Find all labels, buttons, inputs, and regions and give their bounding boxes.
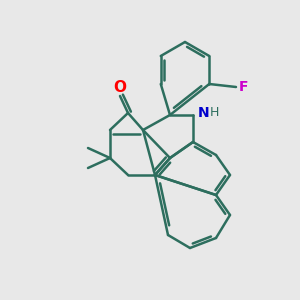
Text: H: H: [209, 106, 219, 119]
Text: O: O: [113, 80, 127, 95]
Text: N: N: [198, 106, 210, 120]
Text: F: F: [238, 80, 248, 94]
